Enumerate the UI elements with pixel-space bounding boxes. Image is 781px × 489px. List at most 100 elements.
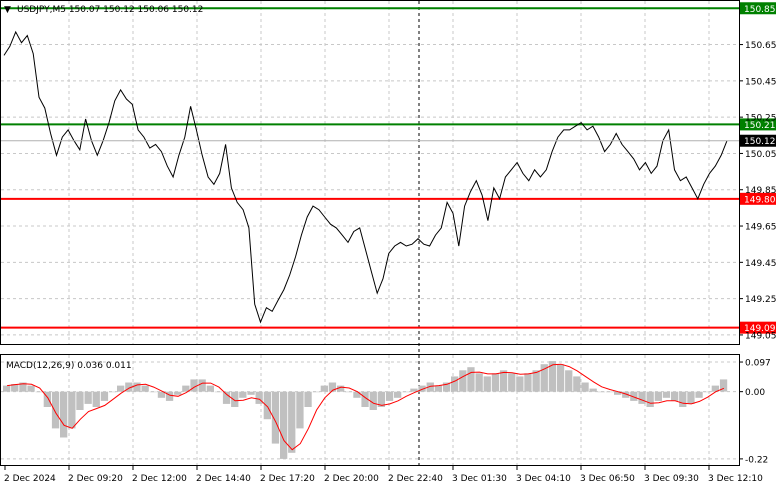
level-label-box [740,118,776,131]
macd-bar [483,376,491,392]
macd-bar [337,385,345,392]
macd-bar [467,367,475,392]
macd-bar [589,388,597,392]
macd-bar [320,385,328,392]
macd-bar [190,379,198,392]
macd-bar [573,376,581,392]
macd-bar [508,373,516,392]
macd-bar [100,391,109,401]
macd-bar [499,370,508,392]
macd-bar [288,391,296,453]
price-line [3,30,728,324]
macd-bar [182,385,190,392]
macd-bar [133,382,141,392]
macd-bar [385,391,394,401]
macd-bar [231,391,239,407]
macd-bar [540,364,548,392]
macd-bar [426,382,434,392]
macd-axis: 0.097 0.00 -0.22 [739,359,771,465]
macd-bar [654,391,662,401]
macd-bar [296,391,304,429]
macd-bar [662,391,671,398]
macd-bar [27,385,35,392]
macd-tick-label: 0.097 [745,359,771,369]
macd-bar [149,391,157,393]
macd-bar [263,391,271,420]
macd-header: MACD(12,26,9) 0.036 0.011 [6,361,132,371]
level-label-box [740,2,776,15]
macd-bar [597,391,605,393]
level-label-box [740,192,776,205]
macd-bar [76,391,84,410]
macd-bar [117,385,125,392]
macd-bar [548,361,557,392]
macd-group [3,361,728,459]
time-tick-label: 2 Dec 09:20 [68,474,123,484]
macd-tick-label: -0.22 [745,455,768,465]
macd-bar [418,385,426,392]
macd-bar [491,373,500,392]
level-lines: 150.85 150.21 149.80 149.09 [1,2,776,334]
macd-bar [361,391,369,407]
macd-bar [157,391,166,398]
time-tick-label: 3 Dec 09:30 [644,474,699,484]
macd-bar [328,382,337,392]
macd-bar [394,391,402,398]
time-axis: 2 Dec 2024 2 Dec 09:20 2 Dec 12:00 2 Dec 14… [4,465,763,484]
time-tick-label: 2 Dec 14:40 [196,474,251,484]
price-tick-label: 150.45 [745,77,777,87]
macd-bar [369,391,377,410]
macd-bar [638,391,646,404]
macd-bar [108,391,117,393]
time-tick-label: 3 Dec 04:10 [516,474,571,484]
macd-bar [524,373,532,392]
chart-header: USDJPY,M5 150.07 150.12 150.06 150.12 [17,5,203,15]
macd-bar [442,382,451,392]
level-label: 150.21 [744,121,776,131]
price-tick-label: 149.85 [745,186,777,196]
time-tick-label: 2 Dec 17:20 [260,474,315,484]
macd-bar [581,382,589,392]
macd-bar [630,391,638,401]
macd-bar [206,385,214,392]
macd-bar [711,385,719,392]
macd-bar [410,388,418,392]
macd-signal-line [7,363,725,451]
macd-bar [434,385,442,392]
price-tick-label: 150.05 [745,150,777,160]
level-label-box [740,321,776,334]
chart-header-arrow-icon: ▼ [4,5,11,15]
macd-bar [35,391,43,393]
time-tick-label: 2 Dec 2024 [4,474,56,484]
macd-bar [222,391,231,404]
macd-bar [43,391,51,407]
macd-bar [459,370,467,392]
price-tick-label: 149.65 [745,223,777,233]
macd-bar [605,391,614,393]
price-tick-label: 149.05 [745,331,777,341]
macd-bar [679,391,687,407]
macd-bar [51,391,60,429]
macd-bar [451,376,459,392]
macd-bar [84,391,92,404]
price-grid [1,1,739,344]
macd-bar [3,385,11,392]
macd-bar [255,391,263,404]
macd-bar [703,391,711,393]
macd-bar [312,391,320,393]
macd-bar [532,370,540,392]
macd-tick-label: 0.00 [745,388,765,398]
macd-bar [174,391,182,395]
macd-bar [239,391,247,398]
macd-bar [516,376,524,392]
macd-bar [695,391,703,398]
macd-bar [92,391,100,407]
macd-bar [247,391,255,395]
macd-bar [614,391,622,395]
macd-bar [165,391,174,401]
macd-bar [214,391,223,393]
level-label: 150.85 [744,5,776,15]
time-tick-label: 3 Dec 12:10 [708,474,763,484]
macd-bar [280,391,288,459]
macd-bar [687,391,695,404]
